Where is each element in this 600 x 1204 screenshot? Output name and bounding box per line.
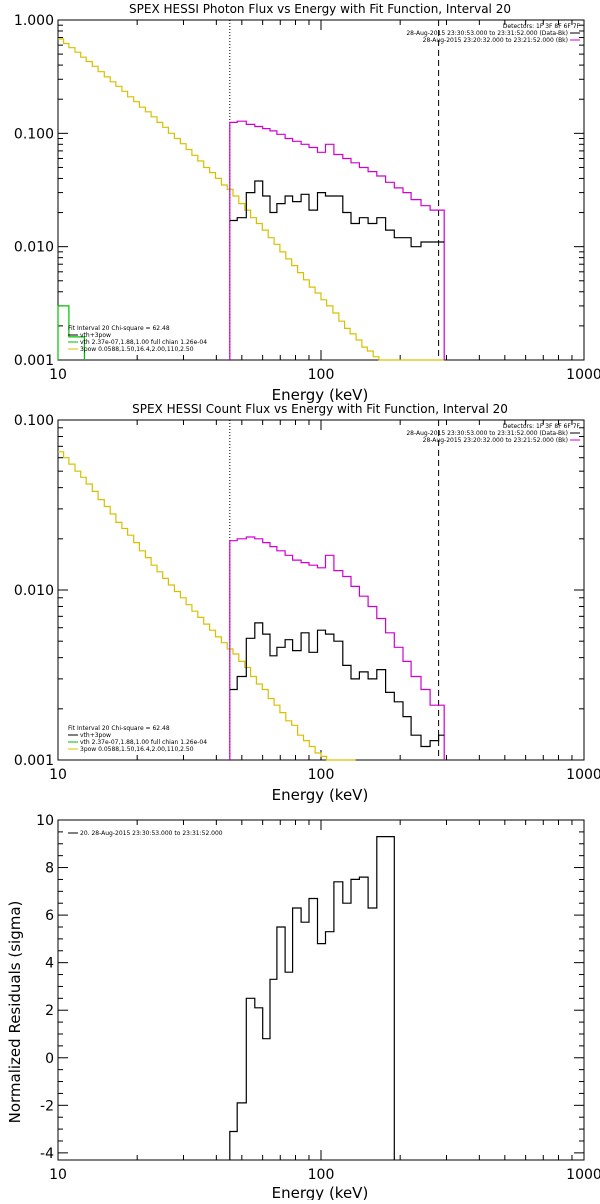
- x-tick-label: 1000: [566, 1167, 600, 1183]
- y-tick-label: 8: [45, 861, 54, 877]
- y-tick-label: 6: [45, 908, 54, 924]
- series-0-line: [58, 38, 445, 361]
- plot3-xlabel: Energy (keV): [272, 1184, 369, 1200]
- count-flux-plot: SPEX HESSI Count Flux vs Energy with Fit…: [14, 402, 600, 804]
- x-tick-label: 10: [49, 767, 67, 783]
- series-2-line: [229, 622, 445, 748]
- x-tick-label: 1000: [566, 367, 600, 383]
- legend-entry: vth 2.37e-07,1.88,1.00 full chian 1.26e-…: [80, 339, 207, 346]
- y-tick-label: 0.010: [14, 583, 54, 599]
- plot3-ylabel: Normalized Residuals (sigma): [6, 901, 24, 1124]
- y-tick-label: 0.100: [14, 413, 54, 429]
- legend-entry: 3pow 0.0588,1.50,16.4,2.00,110,2.50: [80, 346, 194, 353]
- x-tick-label: 100: [308, 767, 335, 783]
- x-tick-label: 1000: [566, 767, 600, 783]
- series-0-line: [58, 451, 356, 761]
- y-tick-label: -4: [40, 1146, 54, 1162]
- plot1-title: SPEX HESSI Photon Flux vs Energy with Fi…: [129, 2, 511, 16]
- residuals-plot: Energy (keV) Normalized Residuals (sigma…: [6, 813, 600, 1202]
- x-tick-label: 100: [308, 1167, 335, 1183]
- y-tick-label: 4: [45, 956, 54, 972]
- x-tick-label: 100: [308, 367, 335, 383]
- series-1-line: [229, 536, 445, 760]
- legend-entry: Fit Interval 20 Chi-square = 62.48: [68, 325, 170, 332]
- plot-frame: [57, 819, 585, 1161]
- y-tick-label: 0.001: [14, 753, 54, 769]
- series-2-line: [229, 180, 445, 248]
- y-tick-label: 10: [36, 813, 54, 829]
- photon-flux-plot: SPEX HESSI Photon Flux vs Energy with Fi…: [14, 2, 600, 404]
- plot-frame: [57, 419, 585, 761]
- y-tick-label: 2: [45, 1003, 54, 1019]
- legend-entry: 28-Aug-2015 23:30:53.000 to 23:31:52.000…: [406, 430, 568, 437]
- plot-frame: [57, 19, 585, 361]
- plot2-xlabel: Energy (keV): [272, 786, 369, 804]
- y-tick-label: 0.010: [14, 240, 54, 256]
- x-tick-label: 10: [49, 367, 67, 383]
- legend-entry: 28-Aug-2015 23:30:53.000 to 23:31:52.000…: [406, 30, 568, 37]
- legend-entry: 28-Aug-2015 23:20:32.000 to 23:21:52.000…: [423, 437, 568, 444]
- legend-entry: 28-Aug-2015 23:20:32.000 to 23:21:52.000…: [423, 37, 568, 44]
- y-tick-label: 1.000: [14, 13, 54, 29]
- legend-entry: vth 2.37e-07,1.88,1.00 full chian 1.26e-…: [80, 739, 207, 746]
- y-tick-label: 0.001: [14, 353, 54, 369]
- legend-entry: Detectors: 1F 3F 8F 6F 7F: [503, 423, 581, 430]
- y-tick-label: 0.100: [14, 126, 54, 142]
- series-1-line: [229, 120, 445, 360]
- legend-entry: vth+3pow: [80, 732, 111, 739]
- legend-entry: Fit Interval 20 Chi-square = 62.48: [68, 725, 170, 732]
- series-0-line: [229, 836, 395, 1160]
- legend-entry: vth+3pow: [80, 332, 111, 339]
- y-tick-label: 0: [45, 1051, 54, 1067]
- plot3-area: 10 100 1000 10 8 6 4 2 0 -2 -4 20. 28-Aug-2015 23:3…: [36, 813, 600, 1183]
- legend-entry: 20. 28-Aug-2015 23:30:53.000 to 23:31:52…: [80, 830, 223, 837]
- plot2-title: SPEX HESSI Count Flux vs Energy with Fit…: [132, 402, 508, 416]
- series-3-line: [57, 305, 85, 360]
- plot1-area: 10 100 1000 1.000 0.100 0.010 0.001 Detectors: …: [14, 13, 600, 383]
- y-tick-label: -2: [40, 1098, 54, 1114]
- legend-entry: 3pow 0.0588,1.50,16.4,2.00,110,2.50: [80, 746, 194, 753]
- x-tick-label: 10: [49, 1167, 67, 1183]
- legend-entry: Detectors: 1F 3F 8F 6F 7F: [503, 23, 581, 30]
- plot2-area: 10 100 1000 0.100 0.010 0.001 Detectors: 1F 3F…: [14, 413, 600, 783]
- plot1-xlabel: Energy (keV): [272, 386, 369, 404]
